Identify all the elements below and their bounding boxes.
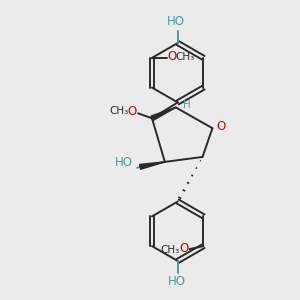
- Text: CH₃: CH₃: [176, 52, 195, 62]
- Text: O: O: [128, 105, 137, 118]
- Text: CH₃: CH₃: [160, 245, 180, 255]
- Polygon shape: [140, 162, 165, 169]
- Text: O: O: [179, 242, 189, 255]
- Text: HO: HO: [115, 156, 133, 170]
- Text: HO: HO: [167, 15, 185, 28]
- Text: O: O: [216, 120, 226, 133]
- Text: O: O: [168, 50, 177, 63]
- Polygon shape: [151, 107, 176, 121]
- Text: HO: HO: [168, 275, 186, 288]
- Text: H: H: [183, 100, 190, 110]
- Text: CH₃: CH₃: [109, 106, 128, 116]
